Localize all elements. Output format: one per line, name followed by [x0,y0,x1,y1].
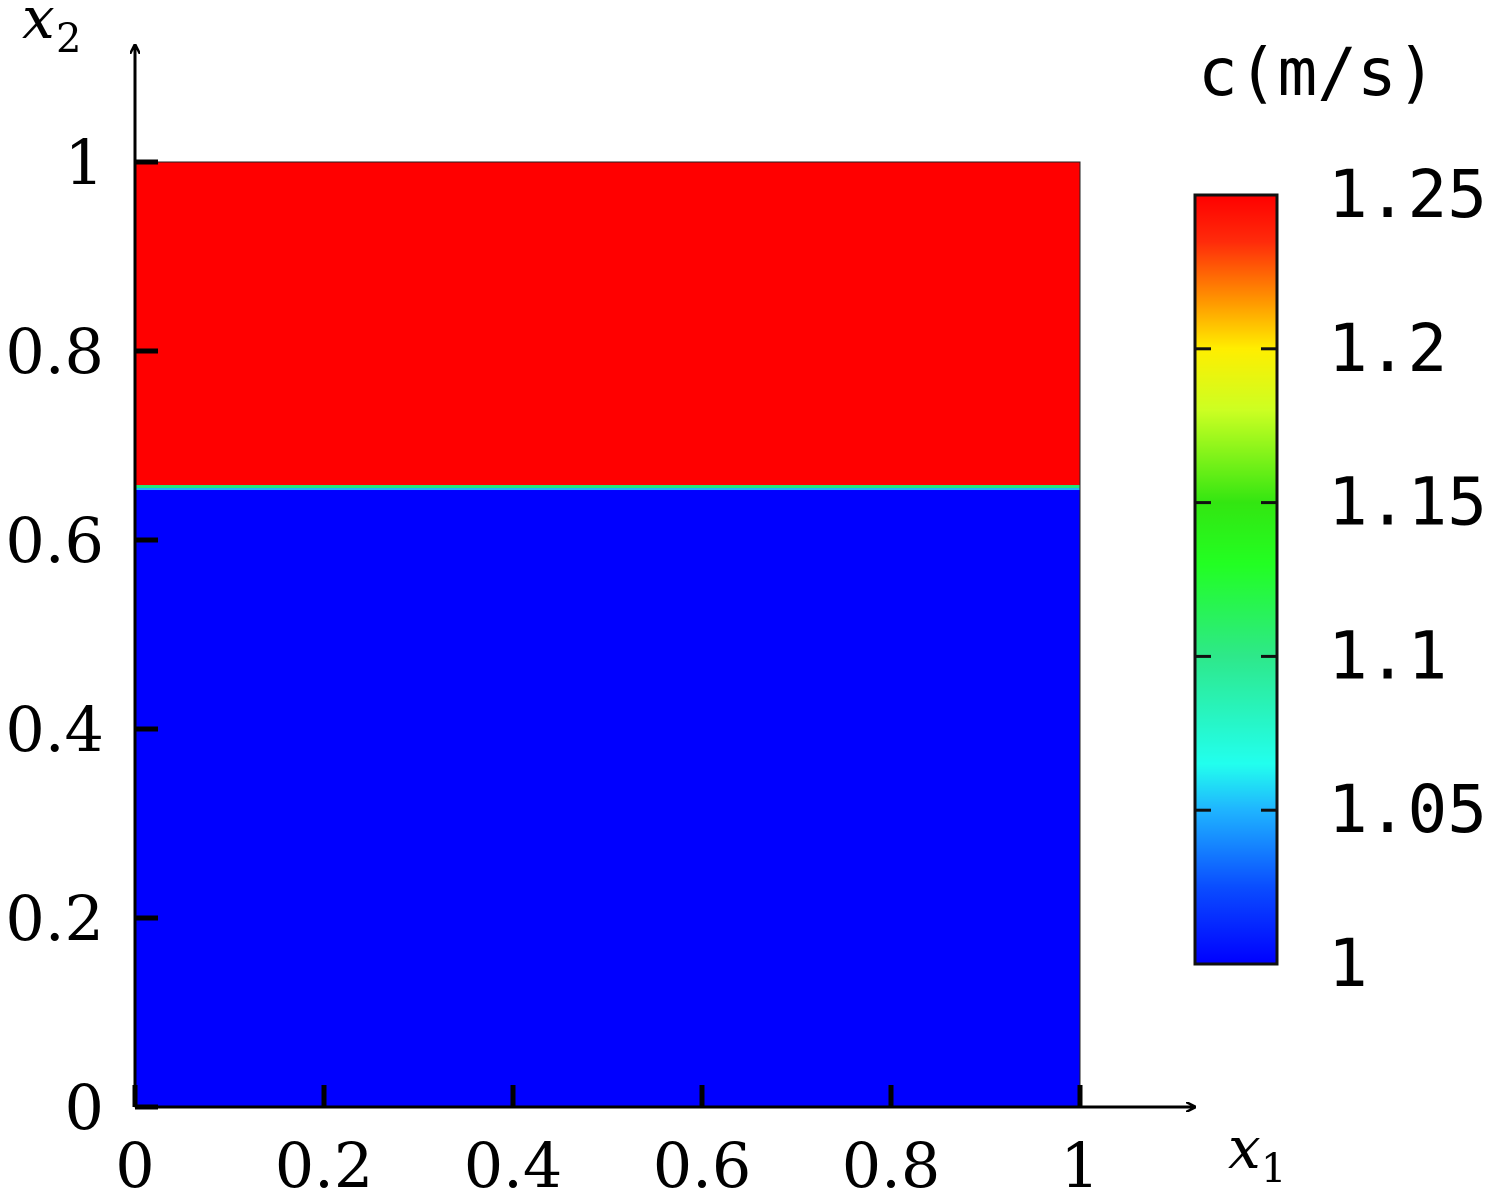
y-tick-label-4: 0.8 [5,315,104,388]
colorbar-tick-label-1: 1.05 [1328,771,1487,848]
colorbar-tick-label-3: 1.15 [1328,464,1487,541]
y-tick-label-3: 0.6 [5,504,104,577]
colorbar-tick-label-2: 1.1 [1328,617,1447,694]
y-axis-label: x [22,0,55,52]
y-axis-label-subscript: 2 [56,16,81,62]
x-axis-label-subscript: 1 [1261,1146,1286,1192]
y-tick-label-5: 1 [65,126,104,199]
heatmap-region-0 [135,488,1080,1107]
axes: 0 0.2 0.4 0.6 0.8 100.20.40.60.81x 1x 2 [5,0,1286,1192]
plot-area [134,161,1081,1108]
heatmap-region-1 [135,162,1080,489]
x-tick-label-2: 0.4 [464,1129,563,1192]
colorbar-tick-label-4: 1.2 [1328,310,1447,387]
colorbar-gradient [1193,193,1279,966]
x-tick-label-0: 0 [115,1129,154,1192]
colorbar-tick-label-5: 1.25 [1328,156,1487,233]
y-tick-label-1: 0.2 [5,882,104,955]
x-tick-label-3: 0.6 [653,1129,752,1192]
colorbar-tick-label-0: 1 [1328,925,1368,1002]
y-tick-label-0: 0 [65,1071,104,1144]
colorbar: 1 1.05 1.1 1.15 1.2 1.25 c(m/s) [1193,34,1487,1002]
x-tick-label-1: 0.2 [275,1129,374,1192]
x-tick-label-5: 1 [1060,1129,1099,1192]
interface-band-lower [135,488,1080,491]
x-axis-label: x [1228,1114,1261,1182]
colorbar-title: c(m/s) [1198,34,1436,111]
y-tick-label-2: 0.4 [5,693,104,766]
x-tick-label-4: 0.8 [842,1129,941,1192]
interface-band [135,485,1080,489]
